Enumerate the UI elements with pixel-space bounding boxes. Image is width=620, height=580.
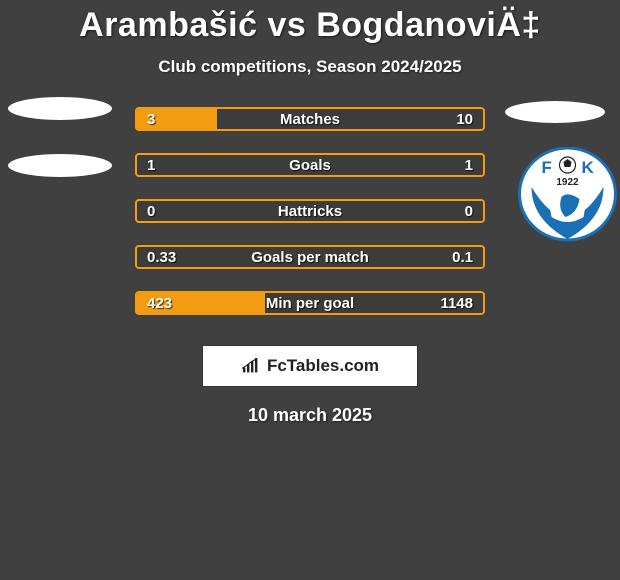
stat-label: Goals	[289, 157, 331, 174]
svg-text:F: F	[542, 158, 552, 177]
stat-row: 0.33 Goals per match 0.1	[135, 245, 485, 269]
stat-label: Matches	[280, 111, 340, 128]
stat-value-right: 10	[456, 111, 473, 128]
stat-row: 0 Hattricks 0	[135, 199, 485, 223]
stat-value-left: 0.33	[147, 249, 176, 266]
brand-badge[interactable]: FcTables.com	[202, 345, 418, 387]
stat-value-right: 1	[465, 157, 473, 174]
svg-text:1922: 1922	[556, 177, 579, 188]
stat-value-left: 3	[147, 111, 155, 128]
subtitle: Club competitions, Season 2024/2025	[0, 57, 620, 77]
club-crest-icon: F K 1922	[515, 147, 620, 242]
page-title: Arambašić vs BogdanoviÄ‡	[0, 0, 620, 45]
stat-value-right: 1148	[440, 295, 473, 312]
chart-icon	[241, 358, 261, 374]
stat-value-left: 423	[147, 295, 172, 312]
stat-value-left: 1	[147, 157, 155, 174]
ellipse-shape	[505, 101, 605, 123]
ellipse-shape	[8, 154, 112, 177]
stat-row: 1 Goals 1	[135, 153, 485, 177]
stat-value-right: 0	[465, 203, 473, 220]
stat-value-right: 0.1	[452, 249, 473, 266]
date-text: 10 march 2025	[0, 405, 620, 426]
stat-row: 423 Min per goal 1148	[135, 291, 485, 315]
svg-text:K: K	[582, 158, 595, 177]
player-right-badge: F K 1922	[515, 147, 620, 242]
player-left-badge	[5, 97, 115, 177]
stat-label: Goals per match	[251, 249, 369, 266]
stat-label: Min per goal	[266, 295, 354, 312]
brand-text: FcTables.com	[267, 356, 379, 376]
content-area: F K 1922 3Matches101Goals10Hattricks00.3…	[0, 107, 620, 426]
stat-label: Hattricks	[278, 203, 342, 220]
ellipse-shape	[8, 97, 112, 120]
stat-value-left: 0	[147, 203, 155, 220]
stats-list: 3Matches101Goals10Hattricks00.33Goals pe…	[135, 107, 485, 315]
stat-row: 3 Matches 10	[135, 107, 485, 131]
